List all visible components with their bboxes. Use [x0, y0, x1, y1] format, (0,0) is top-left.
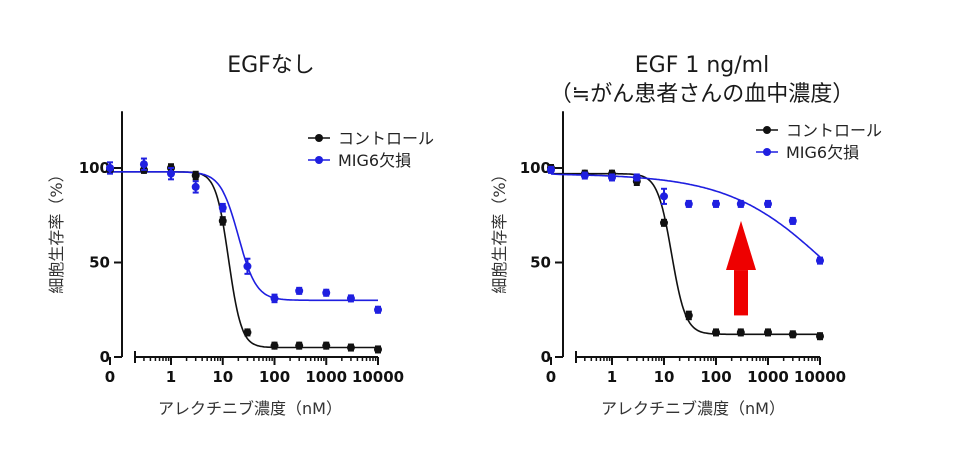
- y-tick-label: 0: [100, 348, 110, 366]
- fit-curves: [550, 172, 821, 336]
- data-point: [660, 192, 668, 201]
- fit-curve-mig6: [550, 173, 821, 258]
- data-point: [346, 294, 355, 303]
- legend-marker: [315, 134, 323, 142]
- data-point: [764, 328, 772, 337]
- fit-curve-control: [110, 171, 378, 349]
- data-point: [684, 199, 693, 208]
- legend-marker: [763, 148, 771, 156]
- data-point: [322, 341, 331, 350]
- fit-curve-mig6: [110, 171, 378, 302]
- data-point: [788, 330, 797, 339]
- data-points: [106, 157, 382, 354]
- data-point: [167, 169, 175, 178]
- y-tick-label: 50: [89, 254, 110, 272]
- y-tick-label: 0: [541, 348, 551, 366]
- y-axis-label: 細胞生存率（%）: [490, 166, 509, 293]
- data-point: [547, 165, 555, 174]
- data-point: [684, 311, 693, 320]
- legend-label: MIG6欠損: [786, 143, 859, 162]
- x-tick-label: 1000: [747, 368, 789, 386]
- data-point: [374, 305, 382, 314]
- x-tick-label: 10000: [352, 368, 404, 386]
- x-tick-label: 1: [607, 368, 617, 386]
- data-point: [270, 294, 279, 303]
- data-point: [346, 343, 355, 352]
- legend-marker: [763, 126, 771, 134]
- legend-label: コントロール: [786, 121, 882, 140]
- data-point: [608, 173, 616, 182]
- increase-arrow: [726, 220, 756, 316]
- data-point: [191, 171, 200, 180]
- arrow-head: [726, 220, 756, 271]
- legend-label: コントロール: [338, 129, 434, 148]
- data-point: [191, 182, 200, 191]
- data-point: [788, 216, 797, 225]
- chart-title: EGFなし: [227, 53, 315, 78]
- data-point: [295, 341, 304, 350]
- x-tick-label: 0: [546, 368, 556, 386]
- data-points: [547, 164, 824, 341]
- x-tick-label: 100: [700, 368, 731, 386]
- data-point: [322, 288, 331, 297]
- data-point: [816, 256, 824, 265]
- y-tick-label: 50: [530, 254, 551, 272]
- data-point: [139, 160, 148, 169]
- data-point: [243, 328, 252, 337]
- fit-curves: [110, 171, 378, 349]
- x-axis-label: アレクチニブ濃度（nM）: [601, 399, 785, 418]
- chart-subtitle: （≒がん患者さんの血中濃度）: [550, 82, 854, 107]
- data-point: [218, 203, 227, 212]
- data-point: [712, 328, 720, 337]
- x-axis-label: アレクチニブ濃度（nM）: [158, 399, 342, 418]
- data-point: [736, 199, 745, 208]
- y-tick-label: 100: [79, 159, 110, 177]
- y-tick-label: 100: [520, 159, 551, 177]
- data-point: [270, 341, 279, 350]
- chart-panel-egf-1ng: EGF 1 ng/ml （≒がん患者さんの血中濃度） 細胞生存率（%） アレクチ…: [490, 53, 882, 418]
- legend-marker: [315, 156, 323, 164]
- legend-label: MIG6欠損: [338, 151, 411, 170]
- x-tick-label: 10000: [794, 368, 846, 386]
- x-tick-label: 1000: [305, 368, 347, 386]
- data-point: [374, 345, 382, 354]
- data-point: [580, 171, 589, 180]
- legend: コントロール MIG6欠損: [308, 129, 434, 170]
- data-point: [816, 332, 824, 341]
- arrow-shaft: [734, 270, 748, 316]
- data-point: [243, 262, 252, 271]
- data-point: [660, 218, 668, 227]
- x-tick-label: 1: [166, 368, 176, 386]
- x-tick-label: 100: [259, 368, 290, 386]
- x-tick-label: 10: [212, 368, 233, 386]
- data-point: [736, 328, 745, 337]
- data-point: [712, 199, 720, 208]
- x-tick-label: 10: [654, 368, 675, 386]
- data-point: [218, 216, 227, 225]
- x-tick-label: 0: [105, 368, 115, 386]
- data-point: [295, 286, 304, 295]
- legend: コントロール MIG6欠損: [756, 121, 882, 162]
- fit-curve-control: [551, 172, 820, 336]
- data-point: [106, 164, 114, 172]
- y-axis-label: 細胞生存率（%）: [47, 166, 66, 293]
- data-point: [632, 173, 641, 182]
- chart-title: EGF 1 ng/ml: [635, 53, 769, 78]
- data-point: [764, 199, 772, 208]
